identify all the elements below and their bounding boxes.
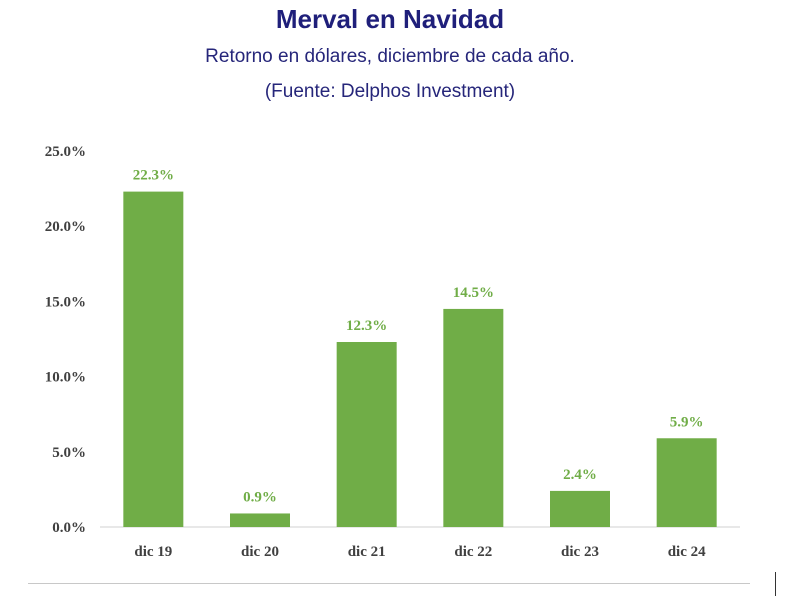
chart-source: (Fuente: Delphos Investment) [264, 81, 516, 102]
data-label: 0.9% [243, 489, 277, 505]
data-label: 12.3% [346, 318, 387, 334]
bar-dic-21 [336, 342, 397, 527]
x-tick-label: dic 21 [348, 544, 386, 560]
bar-dic-24 [656, 438, 717, 527]
x-tick-label: dic 23 [561, 544, 599, 560]
y-tick-label: 5.0% [52, 445, 86, 461]
y-tick-label: 10.0% [45, 370, 86, 386]
data-label: 22.3% [133, 168, 174, 184]
x-tick-label: dic 24 [668, 544, 706, 560]
x-tick-label: dic 22 [454, 544, 492, 560]
y-tick-label: 0.0% [52, 520, 86, 536]
bar-dic-22 [443, 308, 504, 527]
text-cursor [775, 572, 776, 596]
data-label: 14.5% [453, 285, 494, 301]
bottom-divider [28, 583, 750, 584]
x-tick-label: dic 19 [134, 544, 172, 560]
y-tick-label: 20.0% [45, 219, 86, 235]
chart-subtitle: Retorno en dólares, diciembre de cada añ… [205, 46, 575, 67]
bar-dic-19 [123, 191, 184, 527]
chart-title: Merval en Navidad [275, 4, 505, 34]
y-tick-label: 25.0% [45, 144, 86, 160]
data-label: 5.9% [670, 414, 704, 430]
bar-dic-23 [550, 490, 610, 527]
bar-dic-20 [230, 513, 290, 527]
data-label: 2.4% [563, 467, 597, 483]
x-tick-label: dic 20 [241, 544, 279, 560]
y-tick-label: 15.0% [45, 294, 86, 310]
